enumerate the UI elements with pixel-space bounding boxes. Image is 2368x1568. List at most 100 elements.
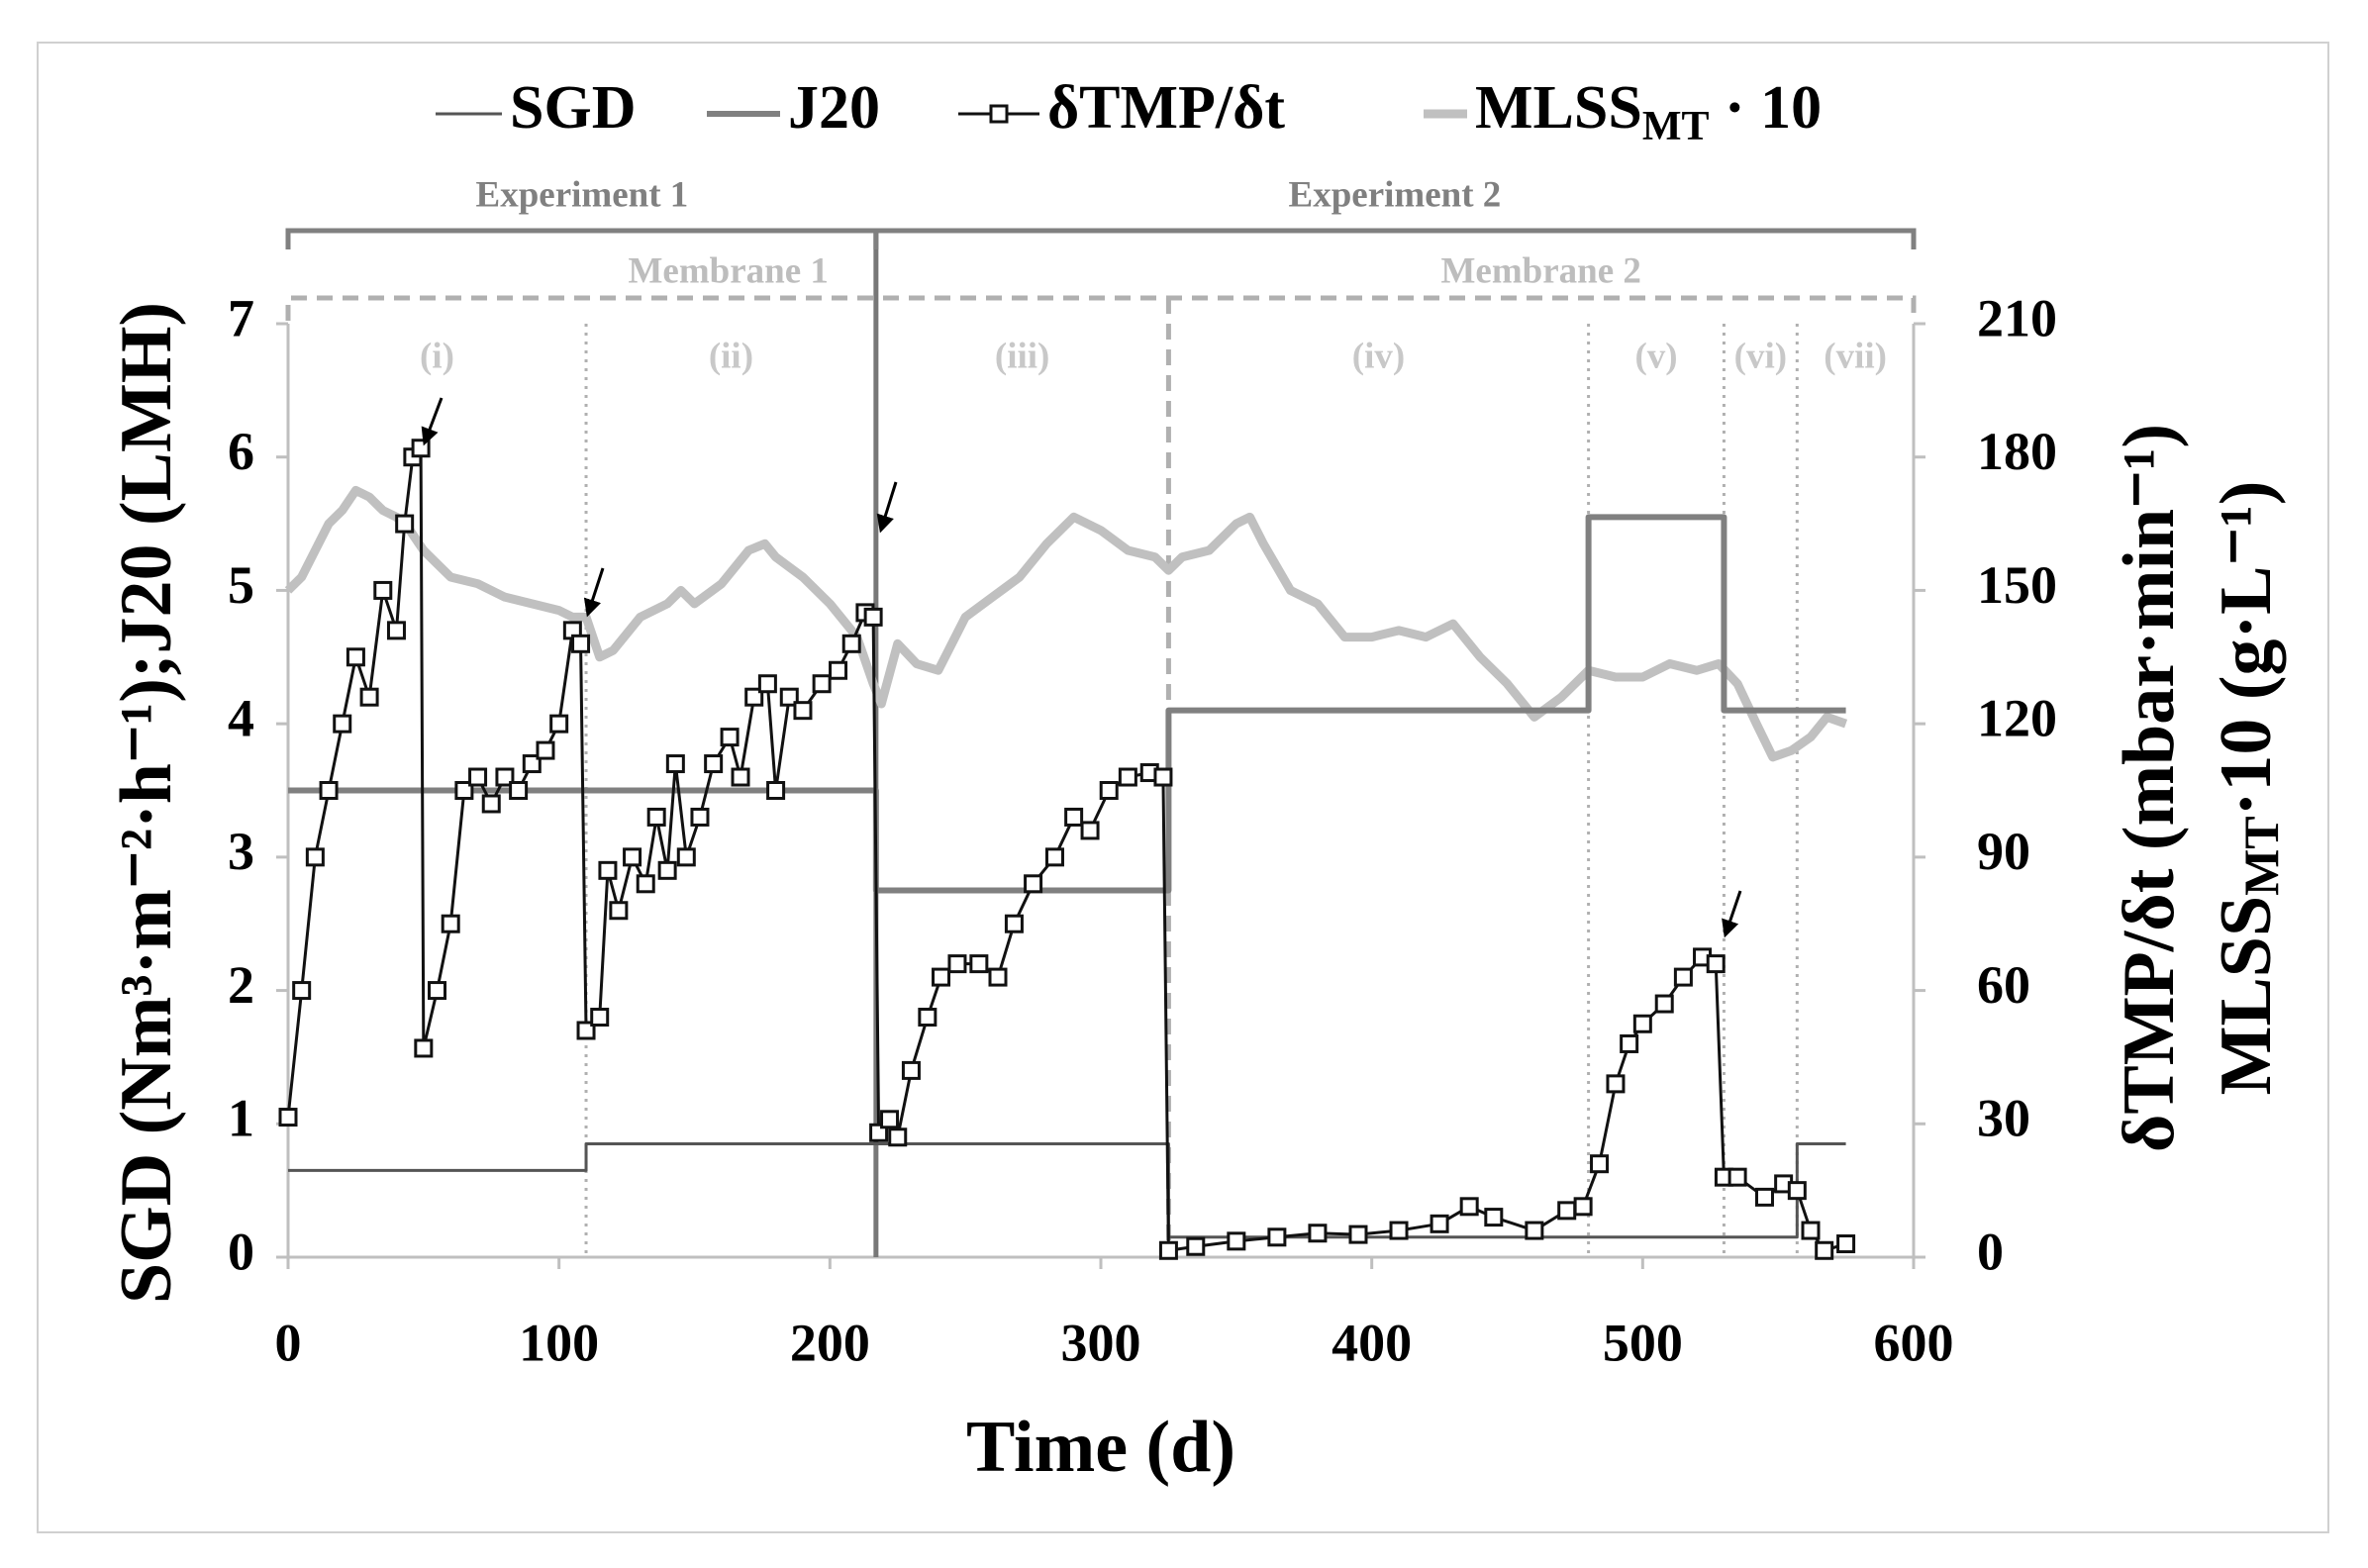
series-line [284,485,1848,762]
data-point [1044,847,1064,867]
data-point [1525,1221,1544,1240]
data-point [1787,1181,1807,1201]
data-point [481,794,501,814]
frame [37,42,2329,1533]
y2-axis-title: δTMP/δt (mbar·min⁻¹) [2109,424,2190,1152]
data-point [812,674,832,694]
data-point [863,607,883,627]
data-point [333,714,352,734]
legend-name: δTMP/δt [1047,74,1285,142]
data-point [1186,1236,1206,1256]
data-point [757,674,777,694]
y2-tick-label: 180 [1977,422,2057,481]
data-point [901,1060,921,1080]
data-point [428,981,447,1001]
data-point [549,714,569,734]
y-tick-label: 1 [228,1089,254,1148]
data-point [1024,874,1043,894]
data-point [1557,1201,1577,1221]
data-point [657,860,677,880]
y2-tick-label: 120 [1977,689,2057,748]
arrows [421,397,1742,938]
data-point [1118,767,1137,787]
data-point [766,781,786,800]
data-point [454,781,474,800]
data-point [1158,1240,1178,1260]
data-point [1308,1224,1328,1243]
data-point [829,660,848,680]
phase-label: (ii) [709,336,753,376]
phase-label: (i) [420,336,454,376]
legend-name: MLSS [1475,74,1642,142]
arrow [1722,890,1742,938]
experiment-label: Experiment 2 [1289,174,1502,215]
y2-title-sub: MT [2233,816,2289,896]
y-tick-label: 6 [228,422,254,481]
data-point [1080,821,1100,840]
data-point [1227,1231,1246,1251]
experiment-label: Experiment 1 [476,174,689,215]
data-point [646,807,666,827]
x-tick-label: 200 [790,1313,870,1372]
data-point [1815,1240,1834,1260]
x-tick-label: 100 [519,1313,599,1372]
series-line [288,1141,1846,1239]
data-point [576,1021,596,1040]
data-point [1673,967,1693,987]
data-point [1267,1227,1287,1247]
data-point [932,967,951,987]
data-point [1153,767,1173,787]
data-point [1484,1208,1504,1227]
y2-tick-label: 60 [1977,955,2030,1015]
data-point [704,754,724,774]
data-point [305,847,325,867]
x-tick-label: 600 [1874,1313,1954,1372]
phase-label: (iii) [995,336,1049,376]
legend-label: SGD [510,74,636,142]
y-tick-label: 3 [228,822,254,881]
y-tick-label: 2 [228,955,254,1015]
data-point [1654,994,1674,1014]
experiment-bracket [285,228,1917,249]
data-point [319,781,339,800]
data-point [1099,781,1119,800]
data-point [395,514,415,534]
phase-label: (v) [1634,336,1677,376]
data-point [571,634,591,653]
data-point [359,687,379,707]
data-point [292,981,312,1001]
data-point [598,860,618,880]
data-point [636,874,655,894]
data-point [495,767,515,787]
data-point [441,914,460,933]
y2-title-part: ·10 (g·L⁻¹) [2206,481,2287,817]
legend-sub: MT [1642,104,1710,149]
data-point [793,701,813,721]
data-point [414,1038,434,1058]
data-point [690,807,710,827]
data-point [522,754,542,774]
legend-name: SGD [510,74,636,142]
x-axis-title: Time (d) [966,1407,1235,1488]
data-point [779,687,799,707]
y-tick-label: 4 [228,689,254,748]
phase-label: (iv) [1352,336,1405,376]
data-point [1606,1074,1626,1094]
arrow [876,481,898,534]
legend-suffix: · 10 [1710,74,1823,142]
data-point [1573,1197,1593,1217]
data-point [1727,1167,1747,1187]
x-tick-label: 500 [1603,1313,1683,1372]
y2-title-part: MLSS [2206,896,2287,1096]
arrow [583,567,605,618]
y-tick-label: 5 [228,555,254,615]
y2-tick-label: 150 [1977,555,2057,615]
data-point [411,439,431,458]
series-line [286,446,1847,1252]
y2-tick-label: 0 [1977,1222,2004,1281]
legend-marker [989,104,1009,124]
data-point [888,1127,908,1147]
phase-label: (vi) [1734,336,1787,376]
data-point [1064,807,1084,827]
